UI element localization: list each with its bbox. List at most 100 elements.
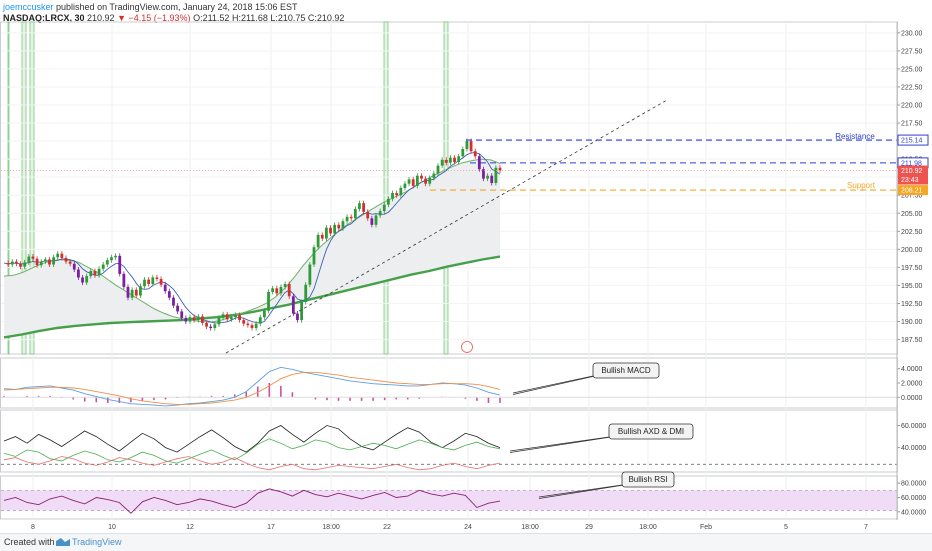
close-value: C:210.92 <box>307 13 345 23</box>
candle-body <box>184 317 188 322</box>
candle-body <box>77 269 80 278</box>
low-value: L:210.75 <box>270 13 306 23</box>
candle-body <box>151 277 155 284</box>
candle-body <box>387 198 390 205</box>
price-change: −4.15 (−1.93%) <box>128 13 191 23</box>
x-tick-label: 8 <box>31 524 35 531</box>
y-tick-label: 227.50 <box>901 48 923 55</box>
candle-body <box>358 203 361 209</box>
x-tick-label: 17 <box>267 524 275 531</box>
candle-body <box>48 259 51 265</box>
candle-body <box>89 271 93 277</box>
candle-body <box>101 264 105 269</box>
x-tick-label: 22 <box>383 524 391 531</box>
y-tick-label: 2.0000 <box>901 381 923 388</box>
y-tick-label: 202.50 <box>901 229 923 236</box>
y-tick-label: 207.50 <box>901 193 923 200</box>
rsi-line <box>3 488 501 514</box>
x-tick-label: 29 <box>585 524 593 531</box>
candle-body <box>176 305 179 312</box>
candle-body <box>325 227 328 239</box>
candle-body <box>415 175 419 186</box>
candle-body <box>457 156 461 163</box>
candle-body <box>490 175 494 183</box>
candle-body <box>411 179 415 186</box>
x-tick-label: 7 <box>864 524 868 531</box>
y-tick-label: 80.0000 <box>901 481 926 488</box>
adx-line <box>3 425 501 453</box>
candle-body <box>81 277 84 283</box>
candle-body <box>263 310 266 318</box>
candle-body <box>316 234 320 248</box>
candle-body <box>312 247 316 265</box>
candle-body <box>85 276 89 283</box>
candle-body <box>188 317 192 322</box>
candle-body <box>304 284 308 303</box>
candle-body <box>353 208 357 219</box>
candle-body <box>234 315 237 318</box>
price-tag-label: 210.92 <box>901 168 923 175</box>
price-tag-label: 208.21 <box>901 188 923 195</box>
candle-body <box>196 316 200 321</box>
candle-body <box>225 314 229 320</box>
y-tick-label: 220.00 <box>901 103 923 110</box>
candle-body <box>172 297 175 306</box>
brand-link[interactable]: TradingView <box>72 537 122 547</box>
callout-pointer <box>512 375 594 394</box>
resistance-label: Resistance <box>835 132 875 141</box>
candle-body <box>465 141 469 150</box>
author-link[interactable]: joemccusker <box>3 2 54 12</box>
adx-pane <box>0 409 898 473</box>
chart-canvas[interactable]: 8 10 12 17 18:00 22 24 18:00 29 18:00 Feb 5 7 230.00 2… <box>0 0 932 533</box>
rsi-annotation-text: Bullish RSI <box>628 475 667 484</box>
price-tag-timer <box>898 174 928 185</box>
candle-body <box>275 288 279 294</box>
candle-body <box>19 263 22 267</box>
candle-body <box>122 273 126 287</box>
price-tag-label: 23:43 <box>901 177 919 184</box>
y-tick-label: 187.50 <box>901 337 923 344</box>
y-tick-label: 225.00 <box>901 66 923 73</box>
tradingview-logo-icon <box>56 538 70 546</box>
minus-di-line <box>3 456 501 471</box>
candle-body <box>341 221 345 229</box>
session-highlight <box>7 21 10 355</box>
x-tick-label: 24 <box>464 524 472 531</box>
candle-body <box>271 288 275 292</box>
price-tag-support <box>898 185 928 196</box>
candle-body <box>238 315 241 321</box>
high-value: H:211.68 <box>231 13 268 23</box>
y-tick-label: 222.50 <box>901 84 923 91</box>
candle-body <box>494 167 498 183</box>
y-tick-label: 197.50 <box>901 265 923 272</box>
candle-body <box>27 256 31 263</box>
x-tick-label: 10 <box>108 524 116 531</box>
x-tick-label: 5 <box>784 524 788 531</box>
candle-body <box>56 253 60 258</box>
candle-body <box>498 167 502 171</box>
ma-slow-line <box>3 255 501 339</box>
candle-body <box>374 215 378 225</box>
price-tag-last <box>898 165 928 176</box>
candle-body <box>114 255 117 258</box>
candle-body <box>407 179 411 184</box>
support-label: Support <box>847 181 876 190</box>
y-tick-label: 190.00 <box>901 319 923 326</box>
candle-body <box>180 311 184 318</box>
adx-annotation-text: Bullish AXD & DMI <box>618 427 684 436</box>
candle-body <box>477 156 481 170</box>
candle-body <box>424 178 427 184</box>
candle-body <box>143 279 146 287</box>
candle-body <box>366 211 370 219</box>
session-highlight <box>383 21 389 355</box>
candle-body <box>469 141 473 152</box>
x-tick-label: 18:00 <box>322 524 340 531</box>
candle-body <box>246 323 250 326</box>
candle-body <box>31 256 35 259</box>
candle-body <box>167 291 171 298</box>
candle-body <box>64 258 68 262</box>
candle-body <box>221 314 225 318</box>
candle-body <box>333 224 337 234</box>
symbol-label[interactable]: NASDAQ:LRCX, 30 <box>3 13 85 23</box>
callout-pointer <box>509 436 612 453</box>
